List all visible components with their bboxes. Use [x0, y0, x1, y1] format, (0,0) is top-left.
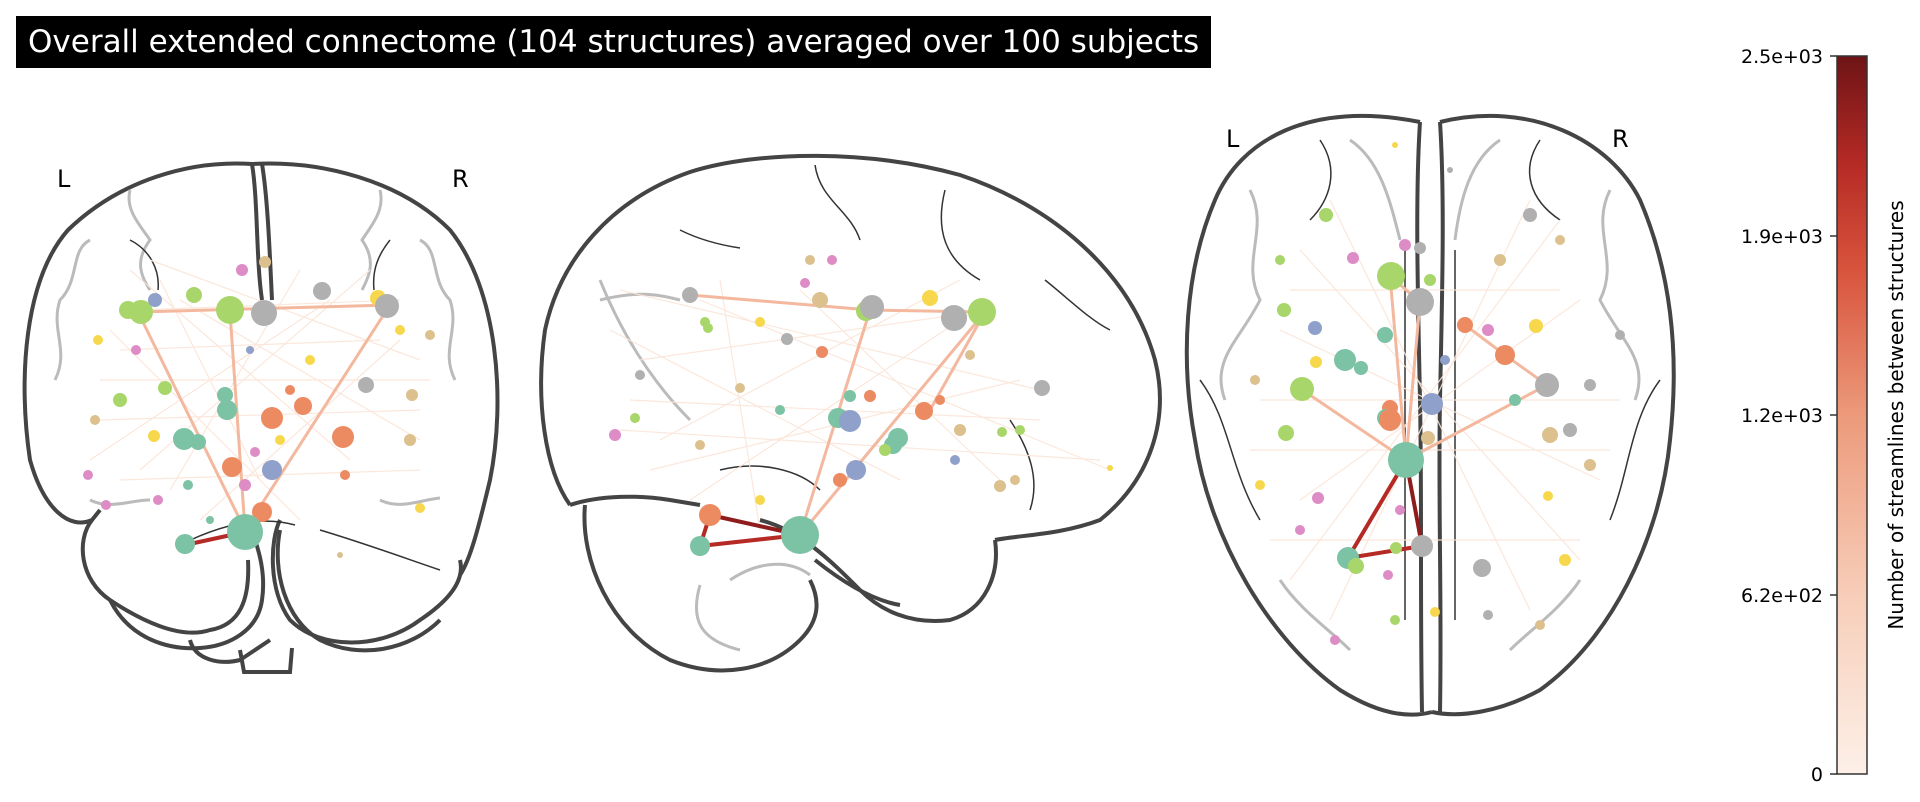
- coronal-sulci: [53, 189, 457, 506]
- colorbar-tick-label: 1.9e+03: [1741, 226, 1823, 248]
- coronal-left-label: L: [57, 165, 71, 193]
- colorbar-tick-label: 2.5e+03: [1741, 46, 1823, 68]
- sagittal-fine-lines: [679, 164, 1111, 511]
- axial-nodes: [1250, 142, 1625, 645]
- figure-title: Overall extended connectome (104 structu…: [16, 16, 1212, 68]
- colorbar-gradient: [1836, 55, 1868, 775]
- axial-left-label: L: [1226, 125, 1240, 153]
- coronal-view: L R: [22, 161, 500, 674]
- sagittal-brain-outline: [539, 153, 1162, 673]
- coronal-nodes: [83, 256, 435, 558]
- coronal-right-label: R: [452, 165, 469, 193]
- colorbar-tick-label: 1.2e+03: [1741, 405, 1823, 427]
- axial-view: L R: [1184, 113, 1676, 717]
- colorbar-tick-label: 6.2e+02: [1741, 585, 1823, 607]
- sagittal-sulci: [598, 279, 811, 652]
- colorbar-tick-label: 0: [1811, 764, 1823, 786]
- axial-brain-outline: [1184, 113, 1676, 717]
- axial-sulci: [1219, 138, 1641, 652]
- sagittal-view: [539, 153, 1162, 673]
- coronal-brain-outline: [22, 161, 500, 674]
- axial-right-label: R: [1612, 125, 1629, 153]
- coronal-fine-lines: [129, 239, 441, 571]
- sagittal-nodes: [609, 255, 1113, 556]
- colorbar-label: Number of streamlines between structures: [1884, 200, 1908, 629]
- colorbar-ticks: [1830, 55, 1837, 775]
- colorbar: 2.5e+03 1.9e+03 1.2e+03 6.2e+02 0 Number…: [1741, 46, 1908, 786]
